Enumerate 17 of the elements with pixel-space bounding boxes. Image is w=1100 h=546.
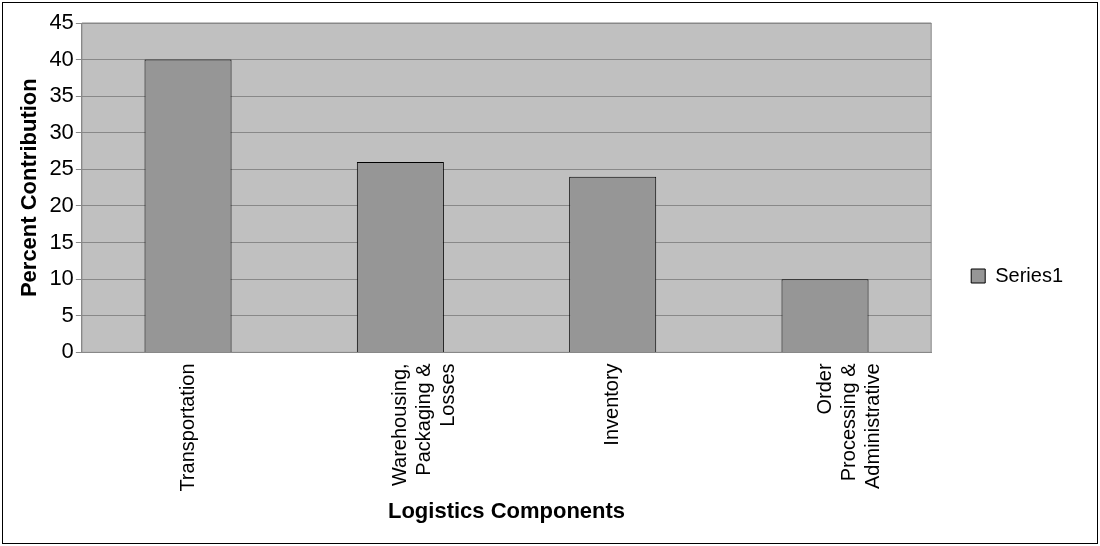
y-tick-label: 35: [49, 82, 74, 108]
y-tick-label: 30: [49, 118, 74, 144]
x-tick-label: Warehousing, Packaging & Losses: [387, 362, 458, 487]
x-tick-label: Inventory: [600, 363, 623, 446]
y-tick-label: 40: [49, 45, 74, 71]
y-tick-label: 45: [49, 9, 74, 35]
y-tick-label: 10: [49, 265, 74, 291]
x-tick-label: Transportation: [175, 363, 198, 492]
x-axis-title: Logistics Components: [387, 497, 626, 523]
legend-label: Series1: [995, 263, 1063, 286]
y-tick-label: 15: [49, 228, 74, 254]
y-tick-label: 0: [61, 338, 74, 364]
y-tick-label: 5: [61, 301, 74, 327]
x-tick-label: Order Processing & Administrative: [812, 362, 883, 489]
y-tick-label: 20: [49, 192, 74, 218]
y-tick-label: 25: [49, 155, 74, 181]
y-axis-title: Percent Contribution: [16, 78, 42, 298]
